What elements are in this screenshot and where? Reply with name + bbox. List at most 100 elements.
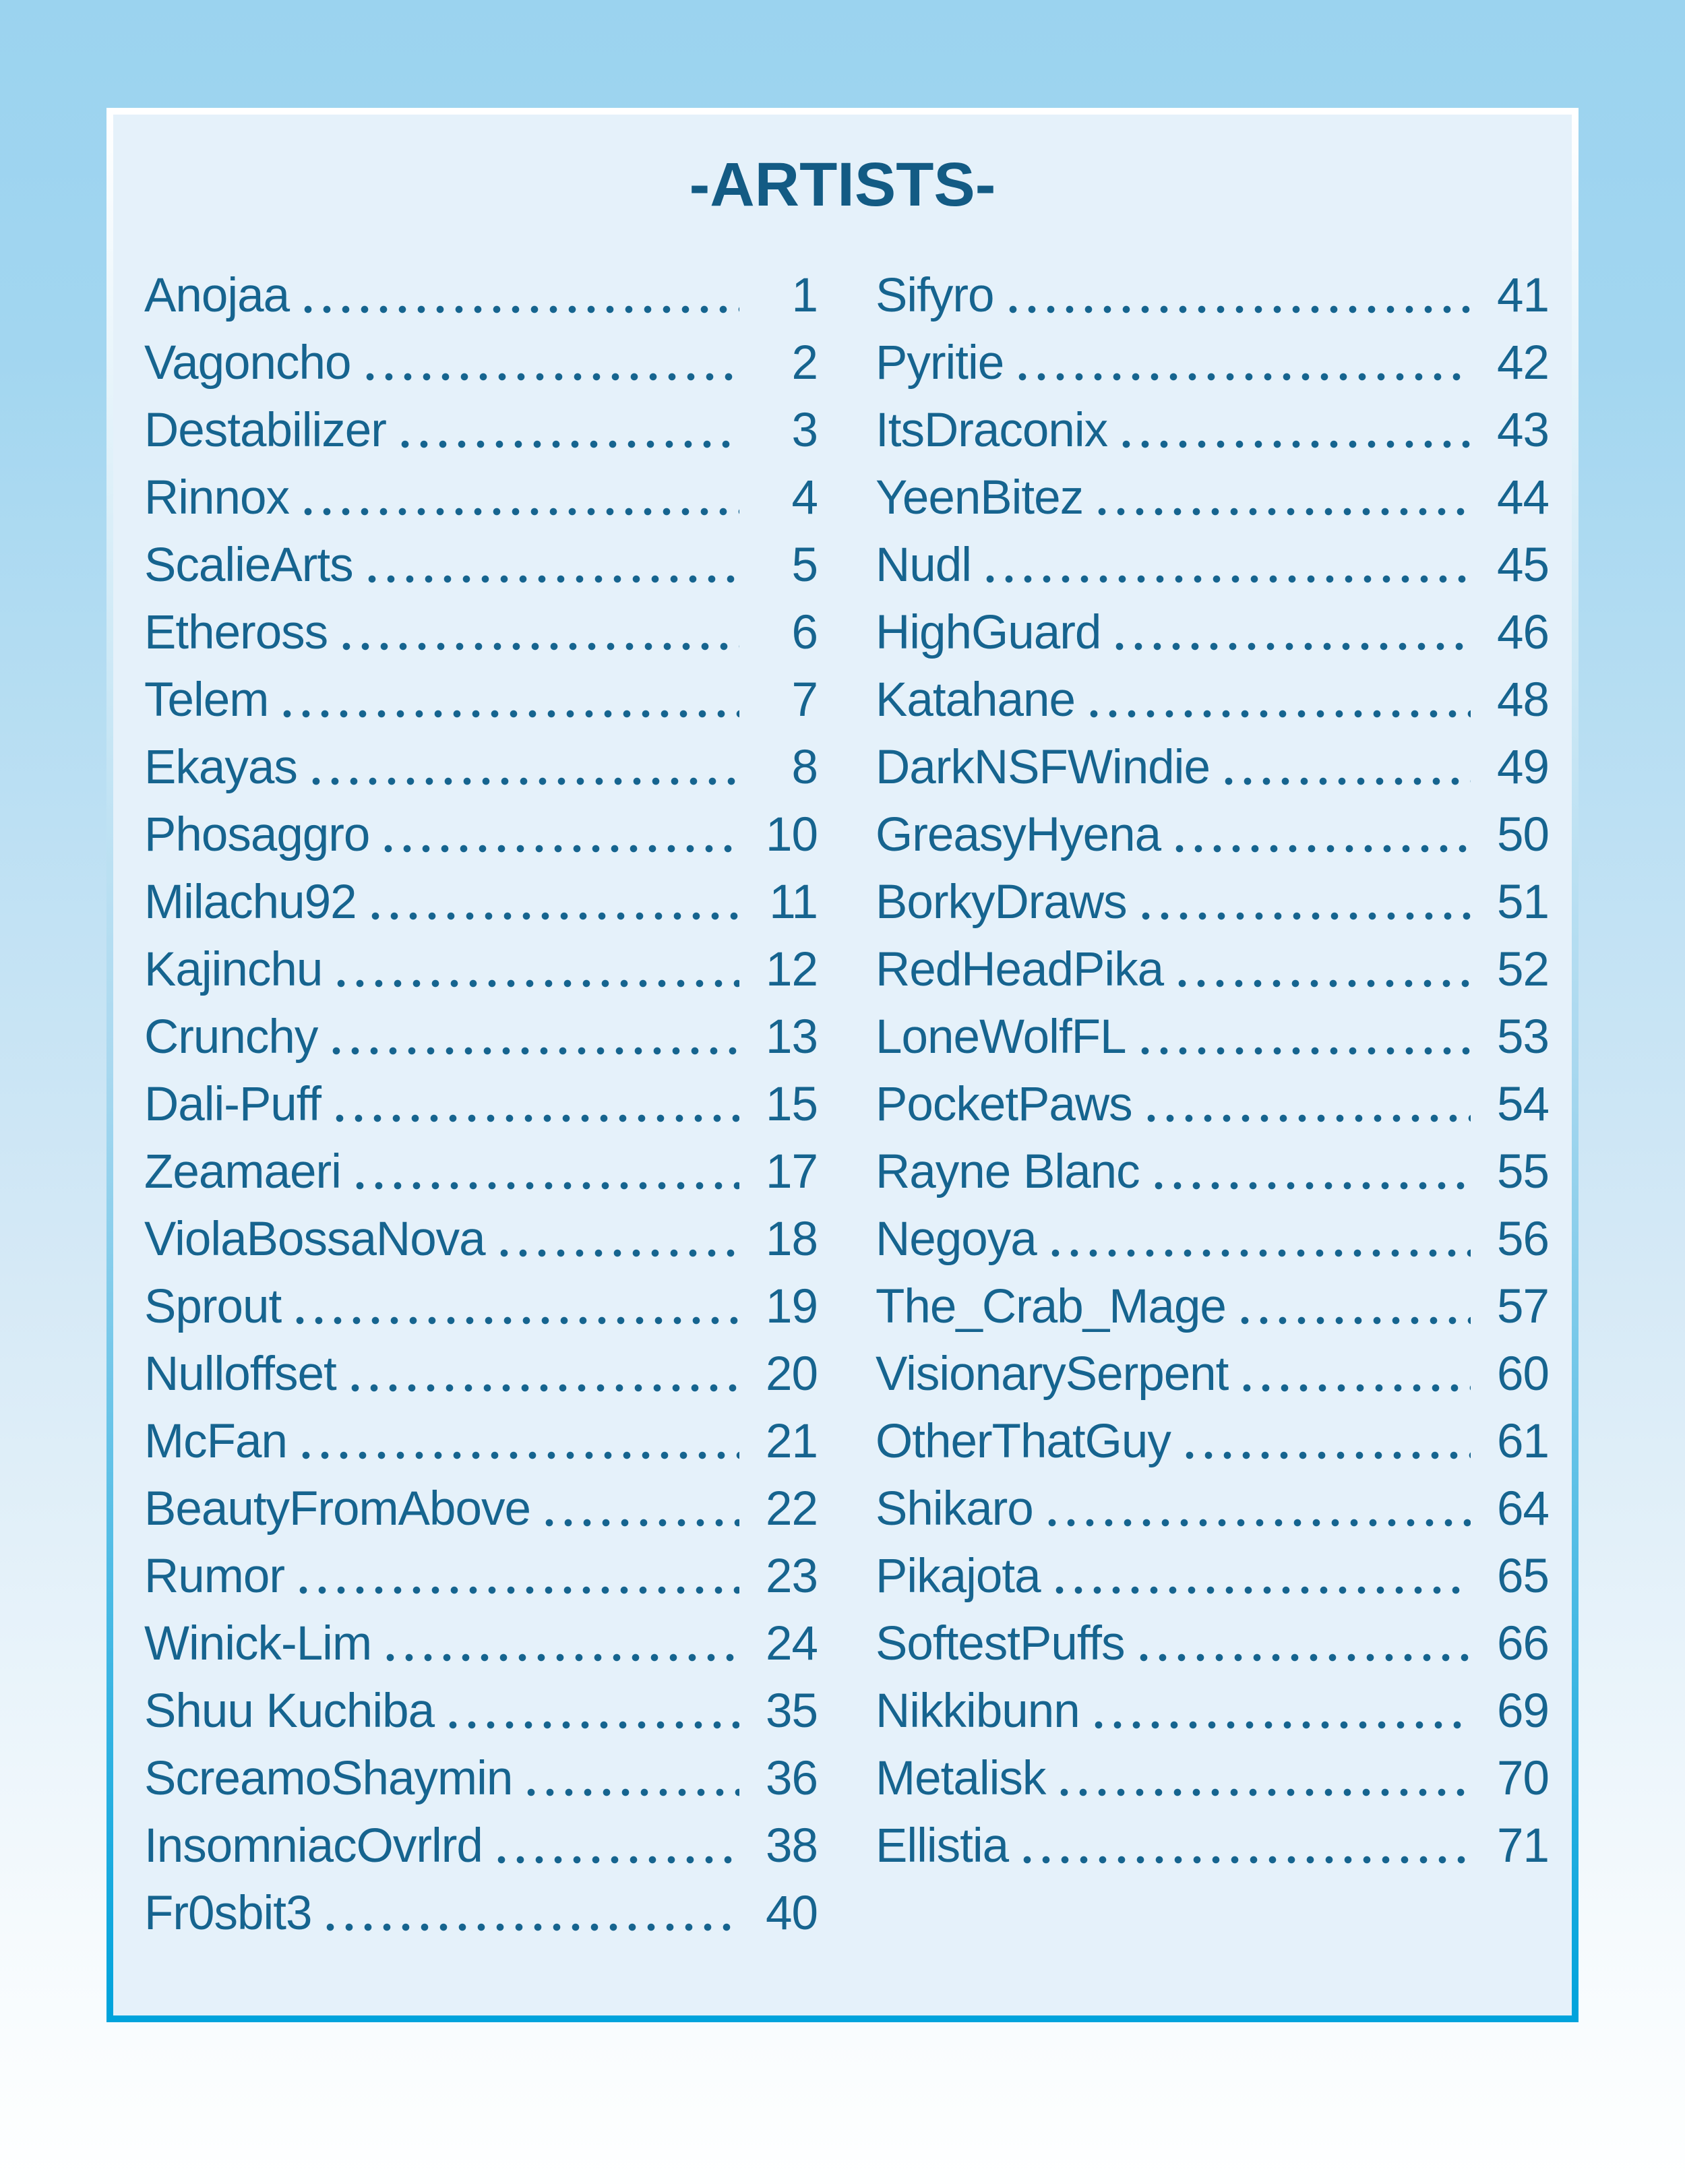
page-number: 45: [1497, 539, 1550, 592]
dot-leader: [1232, 1273, 1471, 1341]
toc-entry: Etheross 6: [144, 599, 818, 667]
page-number: 36: [766, 1752, 818, 1805]
toc-entry: Telem 7: [144, 667, 818, 734]
artist-name: Negoya: [876, 1213, 1037, 1266]
toc-entry: Sifyro 41: [876, 262, 1550, 330]
dot-leader: [357, 330, 739, 397]
toc-entry: Vagoncho 2: [144, 330, 818, 397]
page-number: 70: [1497, 1752, 1550, 1805]
dot-leader: [1146, 1139, 1471, 1206]
toc-entry: DarkNSFWindie 49: [876, 734, 1550, 801]
dot-leader: [1177, 1408, 1471, 1476]
dot-leader: [296, 464, 739, 532]
page-number: 61: [1497, 1415, 1550, 1468]
page-number: 2: [791, 336, 819, 390]
dot-leader: [491, 1206, 739, 1273]
artist-name: Vagoncho: [144, 336, 352, 390]
page-number: 60: [1497, 1347, 1550, 1401]
page-number: 44: [1497, 471, 1550, 524]
dot-leader: [378, 1610, 739, 1678]
dot-leader: [363, 869, 739, 936]
page-number: 15: [766, 1078, 818, 1131]
artist-name: Phosaggro: [144, 808, 370, 861]
toc-entry: Dali-Puff 15: [144, 1071, 818, 1139]
toc-entry: ScalieArts 5: [144, 532, 818, 599]
toc-entry: McFan 21: [144, 1408, 818, 1476]
artist-name: Nudl: [876, 539, 972, 592]
dot-leader: [327, 1071, 739, 1139]
toc-entry: ItsDraconix 43: [876, 397, 1550, 464]
artist-name: Kajinchu: [144, 943, 323, 996]
toc-entry: Anojaa 1: [144, 262, 818, 330]
artist-name: Milachu92: [144, 876, 357, 929]
artist-name: InsomniacOvrlrd: [144, 1819, 483, 1873]
page-number: 43: [1497, 404, 1550, 457]
page-number: 20: [766, 1347, 818, 1401]
toc-entry: Zeamaeri 17: [144, 1139, 818, 1206]
dot-leader: [291, 1543, 739, 1610]
artist-name: Etheross: [144, 606, 328, 659]
page-number: 55: [1497, 1145, 1550, 1199]
artist-name: RedHeadPika: [876, 943, 1164, 996]
dot-leader: [441, 1678, 739, 1745]
dot-leader: [978, 532, 1471, 599]
page-number: 4: [791, 471, 819, 524]
toc-entry: Sprout 19: [144, 1273, 818, 1341]
toc-entry: Negoya 56: [876, 1206, 1550, 1273]
toc-columns: Anojaa 1 Vagoncho 2 Destabilizer 3 Rinno…: [113, 262, 1572, 1947]
page-number: 48: [1497, 673, 1550, 727]
toc-entry: OtherThatGuy 61: [876, 1408, 1550, 1476]
toc-entry: HighGuard 46: [876, 599, 1550, 667]
dot-leader: [342, 1341, 739, 1408]
toc-entry: Pyritie 42: [876, 330, 1550, 397]
page-number: 17: [766, 1145, 818, 1199]
artist-name: ViolaBossaNova: [144, 1213, 486, 1266]
toc-entry: ScreamoShaymin 36: [144, 1745, 818, 1813]
artist-name: Telem: [144, 673, 269, 727]
dot-leader: [1010, 330, 1471, 397]
artists-panel: -ARTISTS- Anojaa 1 Vagoncho 2 Destabiliz…: [106, 108, 1579, 2022]
artist-name: Sprout: [144, 1280, 282, 1333]
dot-leader: [303, 734, 739, 801]
dot-leader: [1052, 1745, 1471, 1813]
artist-name: Destabilizer: [144, 404, 387, 457]
dot-leader: [376, 801, 739, 869]
dot-leader: [324, 1004, 739, 1071]
page-number: 22: [766, 1482, 818, 1536]
dot-leader: [1086, 1678, 1471, 1745]
toc-entry: Nulloffset 20: [144, 1341, 818, 1408]
toc-entry: BeautyFromAbove 22: [144, 1476, 818, 1543]
page-number: 1: [791, 269, 819, 322]
page-number: 3: [791, 404, 819, 457]
dot-leader: [1170, 936, 1471, 1004]
page-title: -ARTISTS-: [689, 150, 996, 219]
page-number: 52: [1497, 943, 1550, 996]
page-number: 69: [1497, 1685, 1550, 1738]
page-number: 38: [766, 1819, 818, 1873]
artist-name: Crunchy: [144, 1010, 318, 1064]
dot-leader: [359, 532, 739, 599]
toc-entry: Fr0sbit3 40: [144, 1880, 818, 1947]
toc-entry: Winick-Lim 24: [144, 1610, 818, 1678]
toc-entry: Rinnox 4: [144, 464, 818, 532]
artist-name: BorkyDraws: [876, 876, 1128, 929]
artist-name: Sifyro: [876, 269, 994, 322]
artist-name: Nulloffset: [144, 1347, 337, 1401]
dot-leader: [537, 1476, 739, 1543]
toc-entry: Ellistia 71: [876, 1813, 1550, 1880]
toc-entry: Rumor 23: [144, 1543, 818, 1610]
dot-leader: [1132, 1004, 1471, 1071]
artist-name: YeenBitez: [876, 471, 1084, 524]
dot-leader: [275, 667, 739, 734]
toc-column-right: Sifyro 41 Pyritie 42 ItsDraconix 43 Yeen…: [876, 262, 1550, 1947]
toc-entry: Destabilizer 3: [144, 397, 818, 464]
page-number: 5: [791, 539, 819, 592]
page-number: 24: [766, 1617, 818, 1670]
artist-name: Zeamaeri: [144, 1145, 342, 1199]
dot-leader: [489, 1813, 739, 1880]
page-number: 13: [766, 1010, 818, 1064]
artist-name: The_Crab_Mage: [876, 1280, 1227, 1333]
page-number: 35: [766, 1685, 818, 1738]
dot-leader: [1047, 1543, 1471, 1610]
